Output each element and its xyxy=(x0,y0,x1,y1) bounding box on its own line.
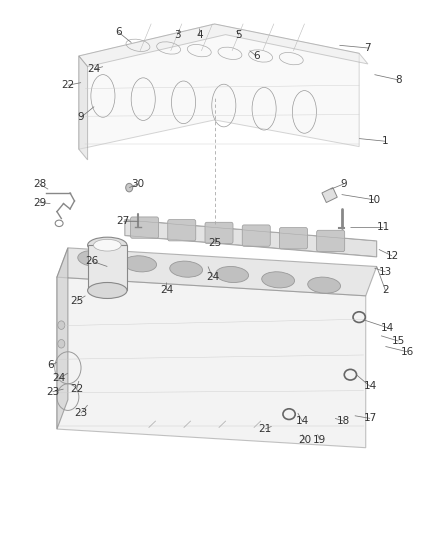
Polygon shape xyxy=(79,56,88,160)
Polygon shape xyxy=(57,248,377,296)
Text: 26: 26 xyxy=(85,256,99,266)
Text: 20: 20 xyxy=(298,435,311,445)
Polygon shape xyxy=(322,188,337,203)
FancyBboxPatch shape xyxy=(317,230,345,252)
Text: 24: 24 xyxy=(53,374,66,383)
Text: 14: 14 xyxy=(296,416,309,426)
Text: 29: 29 xyxy=(33,198,46,207)
Text: 6: 6 xyxy=(253,51,260,61)
Text: 28: 28 xyxy=(33,179,46,189)
Text: 25: 25 xyxy=(208,238,221,247)
Text: 11: 11 xyxy=(377,222,390,231)
Ellipse shape xyxy=(308,277,340,293)
Text: 6: 6 xyxy=(47,360,54,370)
Ellipse shape xyxy=(170,261,202,277)
Text: 17: 17 xyxy=(364,414,377,423)
Ellipse shape xyxy=(94,239,121,251)
Text: 24: 24 xyxy=(88,64,101,74)
FancyBboxPatch shape xyxy=(205,222,233,244)
FancyBboxPatch shape xyxy=(168,220,196,241)
Text: 10: 10 xyxy=(368,195,381,205)
FancyBboxPatch shape xyxy=(242,225,270,246)
Ellipse shape xyxy=(88,282,127,298)
Text: 18: 18 xyxy=(337,416,350,426)
Text: 13: 13 xyxy=(379,267,392,277)
Text: 14: 14 xyxy=(364,382,377,391)
Text: 12: 12 xyxy=(385,251,399,261)
Ellipse shape xyxy=(262,272,294,288)
Text: 9: 9 xyxy=(340,179,347,189)
Text: 24: 24 xyxy=(160,286,173,295)
Text: 1: 1 xyxy=(382,136,389,146)
Text: 22: 22 xyxy=(61,80,74,90)
Text: 16: 16 xyxy=(401,347,414,357)
Polygon shape xyxy=(125,220,377,257)
Text: 8: 8 xyxy=(395,75,402,85)
Text: 25: 25 xyxy=(70,296,83,306)
Text: 3: 3 xyxy=(174,30,181,39)
FancyBboxPatch shape xyxy=(131,217,159,238)
Ellipse shape xyxy=(216,266,248,282)
Text: 23: 23 xyxy=(46,387,59,397)
FancyBboxPatch shape xyxy=(279,228,307,249)
Ellipse shape xyxy=(78,251,110,266)
Bar xyxy=(88,245,127,290)
Circle shape xyxy=(58,321,65,329)
Text: 21: 21 xyxy=(258,424,272,434)
Text: 14: 14 xyxy=(381,323,394,333)
Text: 22: 22 xyxy=(70,384,83,394)
Polygon shape xyxy=(57,248,68,429)
Polygon shape xyxy=(79,24,368,67)
Text: 9: 9 xyxy=(78,112,85,122)
Text: 24: 24 xyxy=(206,272,219,282)
Ellipse shape xyxy=(88,237,127,253)
Text: 15: 15 xyxy=(392,336,405,346)
Text: 23: 23 xyxy=(74,408,88,418)
Text: 27: 27 xyxy=(116,216,129,226)
Circle shape xyxy=(58,340,65,348)
Text: 19: 19 xyxy=(313,435,326,445)
Circle shape xyxy=(126,183,133,192)
Polygon shape xyxy=(79,24,359,149)
Text: 6: 6 xyxy=(115,27,122,37)
Text: 5: 5 xyxy=(235,30,242,39)
Text: 2: 2 xyxy=(382,286,389,295)
Text: 7: 7 xyxy=(364,43,371,53)
Text: 30: 30 xyxy=(131,179,145,189)
Ellipse shape xyxy=(124,256,156,272)
Text: 4: 4 xyxy=(196,30,203,39)
Polygon shape xyxy=(57,277,366,448)
